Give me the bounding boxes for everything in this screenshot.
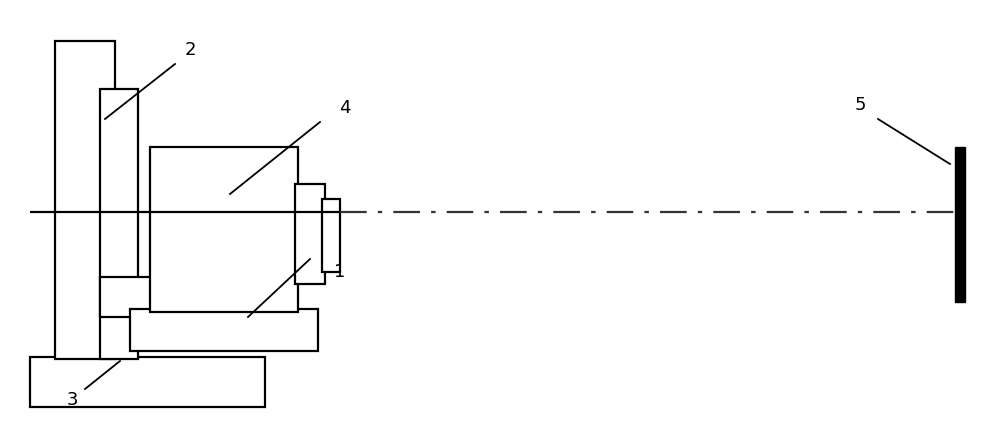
Bar — [55, 42, 115, 359]
Text: 2: 2 — [184, 41, 196, 59]
Bar — [295, 184, 325, 284]
Bar — [955, 148, 965, 302]
Text: 1: 1 — [334, 262, 346, 280]
Text: 5: 5 — [854, 96, 866, 114]
Bar — [30, 357, 265, 407]
Bar — [100, 277, 268, 317]
Bar — [100, 90, 138, 359]
Bar — [322, 199, 340, 272]
Text: 3: 3 — [66, 390, 78, 408]
Bar — [130, 309, 318, 351]
Bar — [150, 148, 298, 312]
Text: 4: 4 — [339, 99, 351, 117]
